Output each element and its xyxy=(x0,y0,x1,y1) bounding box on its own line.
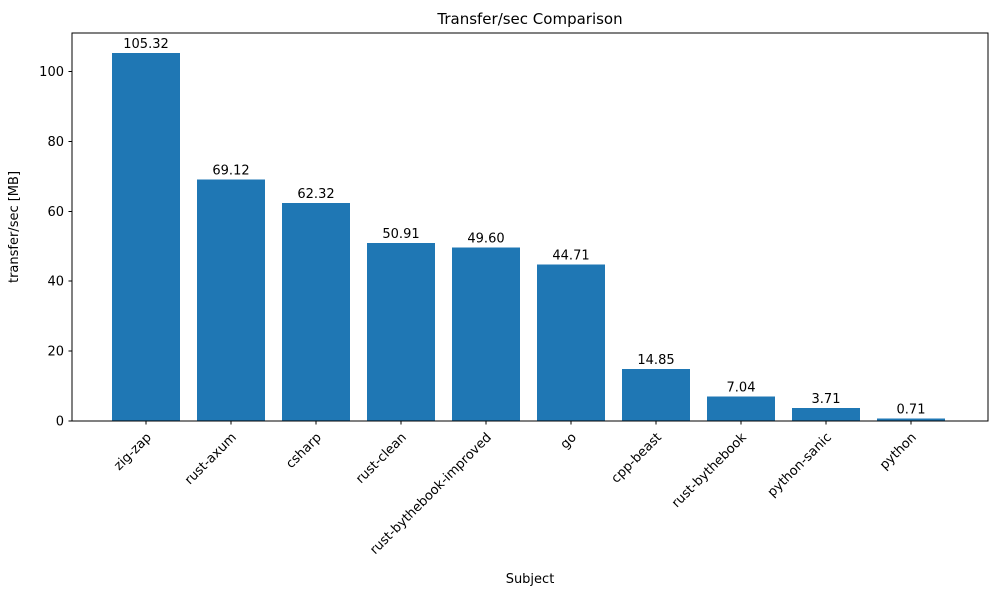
bar-python-sanic xyxy=(792,408,860,421)
x-tick-label: csharp xyxy=(283,430,325,472)
x-tick-label: cpp-beast xyxy=(609,430,665,486)
bar-value-label: 50.91 xyxy=(382,227,419,242)
x-tick-label: zig-zap xyxy=(111,430,154,473)
y-axis-label: transfer/sec [MB] xyxy=(7,171,22,283)
y-tick-label: 80 xyxy=(47,135,64,150)
x-tick-label: python xyxy=(877,430,920,473)
bars-layer: 105.32 69.12 62.32 50.91 49.60 44.71 14.85 7.04… xyxy=(112,37,945,421)
bar-value-label: 14.85 xyxy=(637,353,674,368)
x-axis-label: Subject xyxy=(506,572,555,587)
bar-rust-clean xyxy=(367,243,435,421)
bar-rust-bythebook-improved xyxy=(452,247,520,421)
bar-rust-axum xyxy=(197,179,265,421)
y-tick-label: 20 xyxy=(47,345,64,360)
x-tick-label: rust-bythebook xyxy=(669,430,750,511)
y-tick-label: 0 xyxy=(56,415,64,430)
bar-rust-bythebook xyxy=(707,396,775,421)
chart-title: Transfer/sec Comparison xyxy=(436,10,622,28)
bar-value-label: 69.12 xyxy=(212,163,249,178)
bar-cpp-beast xyxy=(622,369,690,421)
bar-value-label: 49.60 xyxy=(467,232,504,247)
bar-value-label: 105.32 xyxy=(123,37,169,52)
y-tick-label: 100 xyxy=(39,65,64,80)
bar-go xyxy=(537,264,605,421)
bar-zig-zap xyxy=(112,52,180,421)
x-tick-label: rust-clean xyxy=(353,430,410,487)
bar-value-label: 7.04 xyxy=(727,380,756,395)
y-tick-label: 40 xyxy=(47,275,64,290)
bar-python xyxy=(877,418,945,421)
x-tick-label: go xyxy=(558,430,580,452)
x-tick-label: rust-axum xyxy=(182,430,240,488)
x-tick-label: python-sanic xyxy=(765,430,835,500)
bar-value-label: 44.71 xyxy=(552,249,589,264)
axes-box xyxy=(71,32,989,422)
bar-value-label: 3.71 xyxy=(812,392,841,407)
y-tick-label: 60 xyxy=(47,205,64,220)
bar-value-label: 0.71 xyxy=(897,403,926,418)
bar-csharp xyxy=(282,203,350,421)
bar-value-label: 62.32 xyxy=(297,187,334,202)
